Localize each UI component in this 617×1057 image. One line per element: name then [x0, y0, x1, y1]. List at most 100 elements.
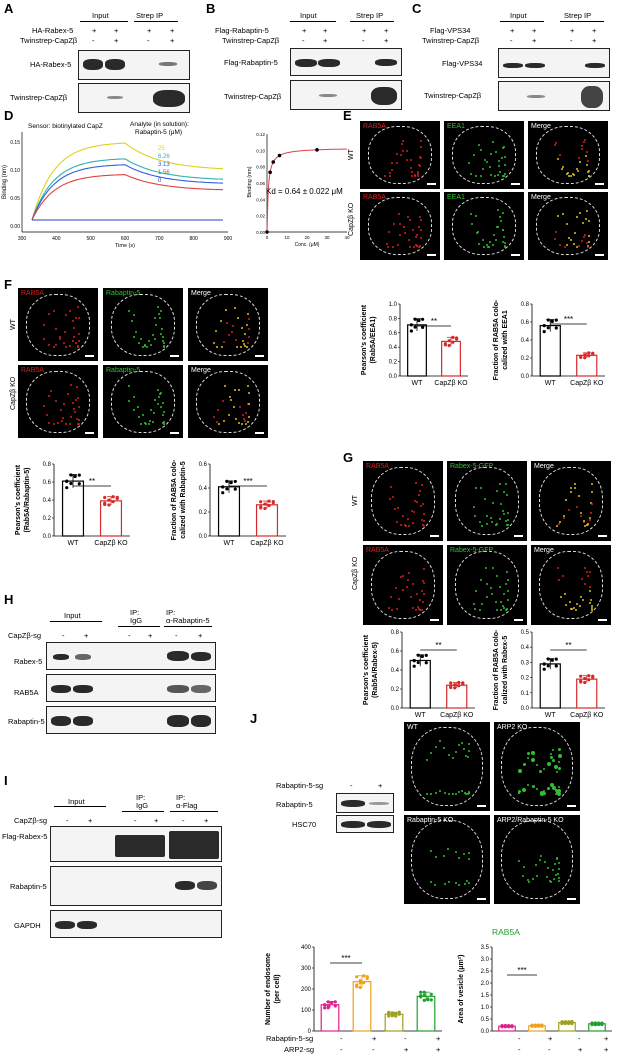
- binding-curve: [31, 164, 224, 221]
- data-point: [579, 679, 583, 683]
- puncta: [558, 760, 561, 763]
- data-point: [447, 343, 451, 348]
- puncta: [425, 758, 428, 761]
- puncta: [156, 388, 159, 391]
- data-point: [358, 978, 362, 983]
- data-point: [554, 318, 558, 322]
- puncta: [475, 231, 478, 234]
- puncta: [558, 867, 561, 870]
- puncta: [75, 316, 78, 319]
- puncta: [226, 321, 229, 324]
- puncta: [422, 567, 425, 570]
- data-point: [451, 335, 455, 339]
- puncta: [568, 175, 571, 178]
- puncta: [589, 601, 592, 604]
- puncta: [575, 603, 578, 606]
- puncta: [506, 571, 509, 574]
- puncta: [242, 343, 245, 346]
- puncta: [486, 161, 489, 164]
- puncta: [468, 162, 471, 165]
- text-label: -: [350, 781, 353, 790]
- cell-outline: [196, 370, 261, 433]
- puncta: [244, 411, 247, 414]
- puncta: [422, 512, 425, 515]
- puncta: [472, 603, 475, 606]
- data-point: [546, 318, 550, 322]
- puncta: [63, 403, 66, 406]
- puncta: [522, 875, 525, 878]
- micrograph: Merge: [528, 192, 608, 260]
- data-point: [587, 351, 591, 355]
- text-label: Rabaptin-5: [8, 717, 45, 726]
- puncta: [246, 346, 249, 349]
- puncta: [490, 586, 493, 589]
- category-label: CapZβ KO: [434, 380, 468, 387]
- puncta: [419, 156, 422, 159]
- puncta: [503, 173, 506, 176]
- data-point: [421, 317, 425, 321]
- text-label: Rabaptin-5 (μM): [135, 129, 183, 136]
- puncta: [397, 506, 400, 509]
- puncta: [500, 156, 503, 159]
- category-label: WT: [68, 540, 80, 547]
- text-label: HSC70: [292, 820, 317, 829]
- bli-sensorgram: 300 400 500 600 700 800 900 0.15 0.10 0.05 0.00 Tim…: [2, 132, 232, 249]
- text-label: +: [198, 631, 203, 640]
- cell-outline: [196, 293, 261, 356]
- puncta: [576, 505, 579, 508]
- scale-bar: [477, 805, 486, 807]
- western-blot: [290, 80, 402, 110]
- puncta: [497, 209, 500, 212]
- puncta: [477, 143, 480, 146]
- puncta: [558, 876, 561, 879]
- puncta: [590, 482, 593, 485]
- puncta: [552, 749, 555, 752]
- puncta: [488, 240, 491, 243]
- panel-label-h: H: [4, 592, 14, 607]
- data-point: [355, 983, 359, 987]
- bar: [217, 486, 241, 537]
- puncta: [70, 415, 73, 418]
- y-tick: 0.0: [391, 706, 400, 712]
- panel-label-i: I: [4, 773, 8, 788]
- puncta: [557, 792, 562, 797]
- bar-chart: 0.8 0.6 0.4 0.2 0.0 WT CapZβ KO *** Fraction of …: [493, 299, 605, 387]
- puncta: [76, 423, 79, 426]
- puncta: [579, 161, 582, 164]
- western-blot: [50, 826, 222, 862]
- puncta: [241, 340, 244, 343]
- scale-bar: [514, 619, 523, 621]
- panel-label-e: E: [343, 108, 352, 123]
- puncta: [571, 607, 574, 610]
- puncta: [583, 140, 586, 143]
- data-point: [461, 681, 465, 685]
- bar: [539, 663, 561, 709]
- puncta: [390, 168, 393, 171]
- y-tick: 2.5: [481, 969, 490, 975]
- puncta: [162, 342, 165, 345]
- puncta: [430, 752, 433, 755]
- puncta: [587, 171, 590, 174]
- x-tick: 500: [86, 236, 95, 242]
- puncta: [587, 159, 589, 162]
- puncta: [245, 423, 248, 426]
- puncta: [546, 866, 549, 869]
- puncta: [234, 338, 237, 341]
- puncta: [411, 170, 414, 173]
- puncta: [527, 751, 531, 755]
- puncta: [396, 243, 399, 246]
- data-point: [560, 1021, 564, 1026]
- puncta: [384, 174, 387, 177]
- puncta: [52, 346, 55, 349]
- puncta: [63, 330, 66, 333]
- puncta: [461, 741, 464, 744]
- puncta: [562, 574, 565, 577]
- channel-label: RAB5A: [21, 290, 44, 297]
- text-label: +: [88, 816, 93, 825]
- scale-bar: [477, 898, 486, 900]
- data-point: [449, 681, 453, 685]
- puncta: [465, 754, 468, 757]
- y-axis-label: (Rab5A/EEA1): [370, 316, 377, 363]
- y-tick: 0.15: [10, 140, 20, 146]
- channel-label: EEA1: [447, 194, 465, 201]
